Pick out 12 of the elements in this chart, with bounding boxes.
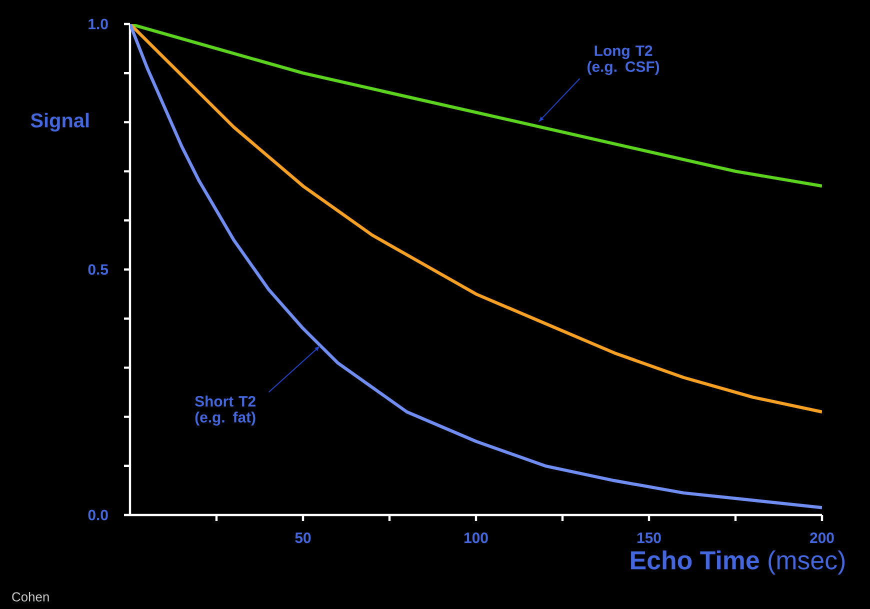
y-tick-label: 0.0 xyxy=(88,510,108,520)
text: Cohen xyxy=(12,592,49,602)
annotation: Long T2 (e.g. CSF) xyxy=(588,45,660,75)
y-axis-title: Signal xyxy=(30,112,89,132)
y-tick-label: 1.0 xyxy=(88,18,108,30)
x-axis-title: Echo Time (msec) xyxy=(631,550,845,575)
x-tick-label: 50 xyxy=(295,532,311,544)
x-tick-label: 150 xyxy=(637,532,661,544)
x-tick-label: 200 xyxy=(810,532,834,544)
y-tick-label: 0.5 xyxy=(88,264,108,275)
x-tick-label: 100 xyxy=(464,532,488,544)
annotation: Short T2 (e.g. fat) xyxy=(195,396,256,426)
